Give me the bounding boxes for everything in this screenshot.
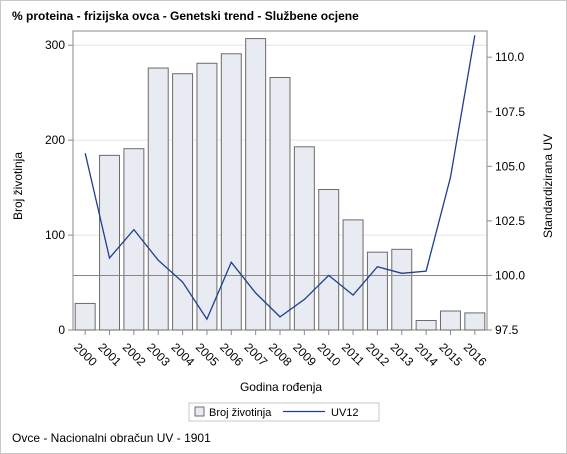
y2-tick-label: 110.0 [495,50,524,64]
x-axis-title: Godina rođenja [240,380,322,394]
x-tick-label: 2000 [71,340,100,369]
right-axis-ticks: 97.5 100.0 102.5 105.0 107.5 110.0 [487,50,525,337]
x-tick-label: 2016 [461,340,490,369]
x-axis-ticks: 2000200120022003200420052006200720082009… [71,330,490,369]
bar [439,310,461,331]
x-tick-label: 2012 [363,340,392,369]
x-tick-label: 2007 [242,340,271,369]
x-tick-label: 2010 [315,340,344,369]
y-axis-title: Broj životinja [11,152,25,220]
bar [293,146,315,331]
y2-tick-label: 105.0 [495,159,525,173]
y-tick-label: 200 [45,133,65,147]
x-tick-label: 2008 [266,340,295,369]
bar [391,248,413,331]
x-tick-label: 2013 [388,340,417,369]
bar [220,53,242,331]
chart-title: % proteina - frizijska ovca - Genetski t… [12,9,359,23]
bar [74,302,96,331]
x-tick-label: 2003 [144,340,173,369]
x-tick-label: 2015 [436,340,465,369]
bar [196,62,218,331]
bar [415,320,437,331]
x-tick-label: 2006 [217,340,246,369]
x-tick-label: 2002 [120,340,149,369]
y2-tick-label: 102.5 [495,214,525,228]
bar [147,67,169,331]
y-tick-label: 0 [58,323,65,337]
bar [464,312,486,331]
uv12-line [84,35,476,321]
x-tick-label: 2004 [168,340,197,369]
y-tick-label: 300 [45,38,65,52]
bar [99,154,121,331]
legend: Broj životinja UV12 [188,402,380,422]
left-axis-ticks: 0 100 200 300 [45,38,73,337]
y-tick-label: 100 [45,228,65,242]
y2-tick-label: 107.5 [495,105,525,119]
legend-line-label: UV12 [331,407,359,419]
legend-bar-label: Broj životinja [209,407,272,419]
x-tick-label: 2005 [193,340,222,369]
x-tick-label: 2014 [412,340,441,369]
legend-bar-swatch [194,406,205,417]
x-tick-label: 2011 [339,340,367,368]
y2-tick-label: 100.0 [495,268,525,282]
bar [245,38,267,331]
y2-axis-title: Standardizirana UV [541,134,555,238]
footnote: Ovce - Nacionalni obračun UV - 1901 [12,431,211,445]
x-tick-label: 2009 [290,340,319,369]
bar [269,77,291,331]
x-tick-label: 2001 [95,340,124,369]
bar [366,251,388,331]
legend-frame [188,402,380,422]
bar [318,189,340,331]
bar-series [74,38,486,331]
y2-tick-label: 97.5 [495,323,519,337]
